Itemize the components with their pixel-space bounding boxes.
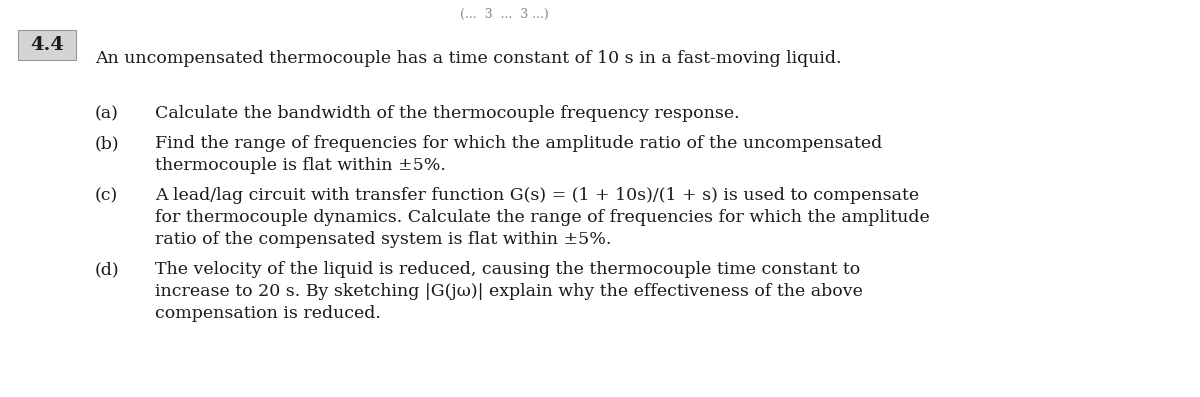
Text: increase to 20 s. By sketching |G(jω)| explain why the effectiveness of the abov: increase to 20 s. By sketching |G(jω)| e…: [155, 283, 863, 300]
Text: compensation is reduced.: compensation is reduced.: [155, 305, 380, 322]
Text: (c): (c): [95, 187, 119, 204]
Text: thermocouple is flat within ±5%.: thermocouple is flat within ±5%.: [155, 157, 446, 174]
Text: (b): (b): [95, 135, 120, 152]
Text: (a): (a): [95, 105, 119, 122]
Text: An uncompensated thermocouple has a time constant of 10 s in a fast-moving liqui: An uncompensated thermocouple has a time…: [95, 50, 841, 67]
Text: The velocity of the liquid is reduced, causing the thermocouple time constant to: The velocity of the liquid is reduced, c…: [155, 261, 860, 278]
Text: 4.4: 4.4: [30, 36, 64, 54]
Text: (d): (d): [95, 261, 120, 278]
Text: ratio of the compensated system is flat within ±5%.: ratio of the compensated system is flat …: [155, 231, 611, 248]
Text: Calculate the bandwidth of the thermocouple frequency response.: Calculate the bandwidth of the thermocou…: [155, 105, 739, 122]
Text: (...  3  ...  3 ...): (... 3 ... 3 ...): [460, 8, 548, 21]
Text: Find the range of frequencies for which the amplitude ratio of the uncompensated: Find the range of frequencies for which …: [155, 135, 882, 152]
Text: A lead/lag circuit with transfer function G(s) = (1 + 10s)/(1 + s) is used to co: A lead/lag circuit with transfer functio…: [155, 187, 919, 204]
Text: for thermocouple dynamics. Calculate the range of frequencies for which the ampl: for thermocouple dynamics. Calculate the…: [155, 209, 930, 226]
FancyBboxPatch shape: [18, 30, 76, 60]
